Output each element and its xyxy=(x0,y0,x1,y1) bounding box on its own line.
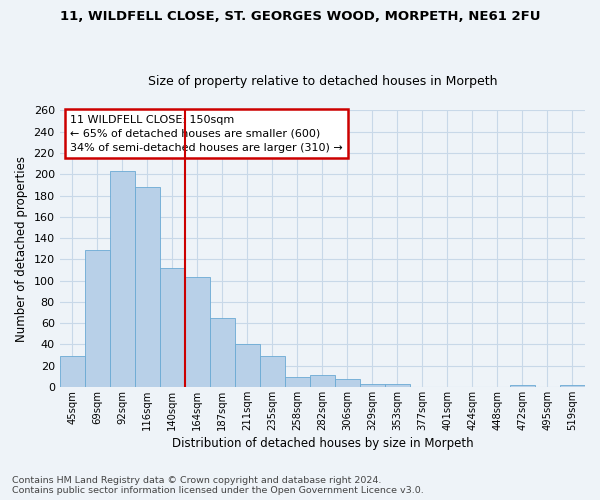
Bar xyxy=(235,344,260,387)
Bar xyxy=(260,356,285,387)
Bar xyxy=(335,380,360,387)
Bar xyxy=(59,356,85,387)
Bar xyxy=(160,268,185,387)
Bar xyxy=(210,318,235,387)
Bar xyxy=(560,385,585,387)
Title: Size of property relative to detached houses in Morpeth: Size of property relative to detached ho… xyxy=(148,76,497,88)
Bar xyxy=(185,278,210,387)
Bar xyxy=(385,384,410,387)
Bar xyxy=(510,385,535,387)
X-axis label: Distribution of detached houses by size in Morpeth: Distribution of detached houses by size … xyxy=(172,437,473,450)
Bar xyxy=(310,375,335,387)
Text: 11 WILDFELL CLOSE: 150sqm
← 65% of detached houses are smaller (600)
34% of semi: 11 WILDFELL CLOSE: 150sqm ← 65% of detac… xyxy=(70,114,343,152)
Text: Contains HM Land Registry data © Crown copyright and database right 2024.
Contai: Contains HM Land Registry data © Crown c… xyxy=(12,476,424,495)
Y-axis label: Number of detached properties: Number of detached properties xyxy=(15,156,28,342)
Bar xyxy=(85,250,110,387)
Bar xyxy=(135,187,160,387)
Bar xyxy=(110,171,135,387)
Bar xyxy=(360,384,385,387)
Text: 11, WILDFELL CLOSE, ST. GEORGES WOOD, MORPETH, NE61 2FU: 11, WILDFELL CLOSE, ST. GEORGES WOOD, MO… xyxy=(60,10,540,23)
Bar xyxy=(285,378,310,387)
